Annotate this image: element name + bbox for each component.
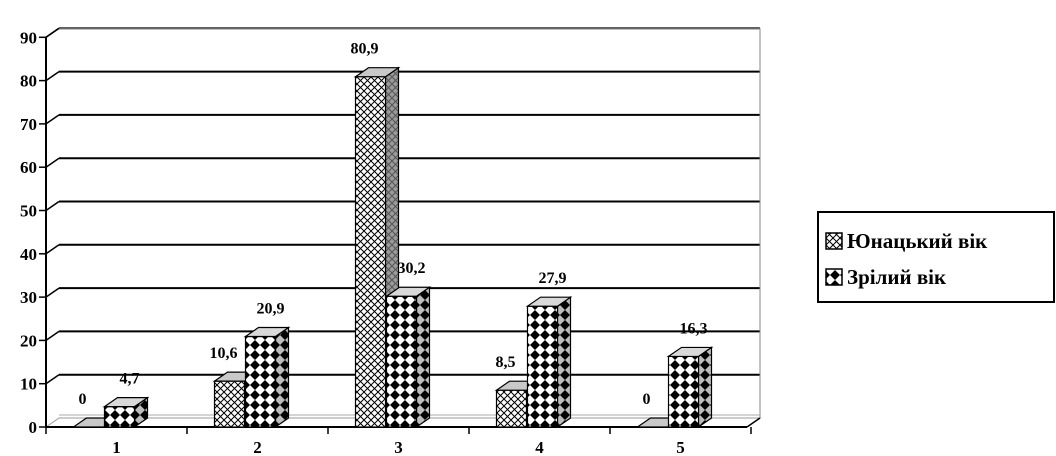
gridline-diag: [45, 330, 60, 342]
bar-top: [243, 326, 291, 338]
gridline-diag: [45, 374, 60, 385]
x-tick-label: 4: [535, 438, 544, 456]
x-tick-label: 3: [394, 438, 403, 456]
bar-front: [385, 295, 418, 428]
bar-side: [415, 286, 431, 429]
bars: [71, 66, 714, 429]
legend: Юнацький вік Зрілий вік: [817, 211, 1055, 303]
data-label: 20,9: [257, 301, 285, 318]
data-label: 80,9: [351, 41, 379, 58]
data-label: 16,3: [680, 320, 708, 337]
gridline-diag: [45, 114, 60, 125]
data-labels: 0 10,6 80,9 8,5 0 4,7 20,9 30,2 27,9 16,3: [79, 41, 708, 408]
bar: [525, 296, 573, 429]
y-tick-label: 70: [20, 115, 37, 134]
data-label: 10,6: [210, 345, 238, 362]
gridline-diag: [45, 244, 60, 255]
bar-side: [697, 346, 713, 429]
bar-front: [526, 305, 559, 428]
bar-front: [103, 406, 136, 428]
bar: [384, 286, 432, 429]
y-tick-label: 10: [20, 375, 37, 394]
legend-box: [817, 211, 1055, 303]
y-axis-top: [45, 27, 60, 38]
data-label: 4,7: [120, 371, 140, 388]
data-label: 0: [643, 391, 651, 408]
bar-side: [274, 326, 290, 429]
x-tick-label: 1: [112, 438, 121, 456]
legend-swatch: [825, 232, 843, 250]
data-label: 30,2: [398, 260, 426, 277]
gridline-diag: [45, 200, 60, 212]
bar-front: [213, 380, 246, 428]
gridline-diag: [45, 287, 60, 298]
bar-side: [556, 296, 572, 429]
y-tick-label: 60: [20, 158, 37, 177]
data-label: 8,5: [496, 354, 516, 371]
bar-front: [354, 76, 387, 428]
legend-swatch: [825, 268, 843, 286]
axes: 0 10 20 30 40 50 60 70 80 90 1 2 3 4 5: [20, 27, 761, 456]
y-tick-label: 90: [20, 28, 37, 47]
gridline-diag: [45, 70, 60, 82]
bar-top: [525, 296, 573, 307]
y-tick-label: 20: [20, 331, 37, 350]
legend-entry: Юнацький вік: [847, 229, 988, 253]
y-tick-label: 0: [29, 418, 38, 437]
y-tick-label: 80: [20, 72, 37, 91]
y-tick-label: 40: [20, 245, 37, 264]
x-axis-end: [746, 417, 761, 428]
legend-entry: Зрілий вік: [847, 265, 947, 289]
bar-front: [667, 355, 700, 428]
bar: [666, 346, 714, 429]
data-label: 0: [79, 391, 87, 408]
x-tick-label: 2: [253, 438, 262, 456]
bar-top: [102, 397, 150, 408]
bar-front: [244, 335, 277, 428]
bar-front: [495, 389, 528, 428]
bar: [102, 396, 150, 429]
x-tick-label: 5: [676, 438, 685, 456]
gridline-diag: [45, 157, 60, 168]
bar-top: [353, 67, 401, 78]
y-tick-label: 30: [20, 288, 37, 307]
y-tick-label: 50: [20, 202, 37, 221]
bar: [243, 326, 291, 429]
bar-top: [666, 346, 714, 358]
bar-top: [384, 286, 432, 297]
data-label: 27,9: [539, 270, 567, 287]
